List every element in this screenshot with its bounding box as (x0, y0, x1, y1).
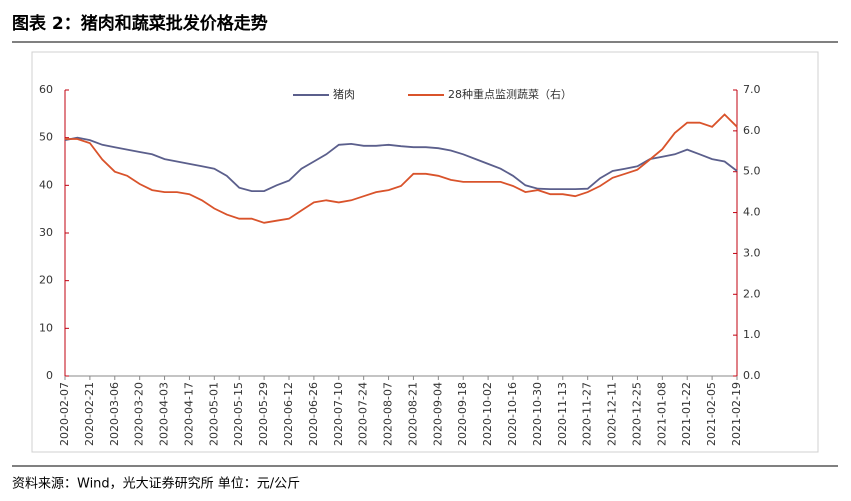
x-tick-label: 2020-05-15 (232, 382, 245, 446)
x-tick-label: 2021-01-08 (655, 382, 668, 446)
y2-tick-label: 7.0 (743, 83, 761, 96)
x-tick-label: 2021-02-05 (705, 382, 718, 446)
series-line (65, 113, 738, 224)
y-tick-label: 40 (39, 178, 53, 191)
chart-title: 图表 2：猪肉和蔬菜批发价格走势 (12, 13, 268, 34)
y2-tick-label: 4.0 (743, 206, 761, 219)
y2-tick-label: 2.0 (743, 287, 761, 300)
x-tick-label: 2020-10-02 (481, 382, 494, 446)
x-tick-label: 2020-10-30 (531, 382, 544, 446)
x-tick-label: 2020-12-25 (630, 382, 643, 446)
chart-frame (31, 51, 819, 453)
y-tick-label: 10 (39, 321, 53, 334)
y-tick-label: 50 (39, 131, 53, 144)
y-tick-label: 20 (39, 274, 53, 287)
x-tick-label: 2020-11-27 (581, 382, 594, 446)
x-tick-label: 2020-03-06 (108, 382, 121, 446)
legend-label: 猪肉 (333, 88, 355, 101)
x-tick-label: 2020-04-03 (158, 382, 171, 446)
x-tick-label: 2020-06-26 (307, 382, 320, 446)
y2-tick-label: 6.0 (743, 124, 761, 137)
legend-label: 28种重点监测蔬菜（右） (448, 87, 572, 101)
x-tick-label: 2020-09-04 (431, 382, 444, 446)
y2-tick-label: 5.0 (743, 165, 761, 178)
x-tick-label: 2020-02-07 (58, 382, 71, 446)
y2-tick-label: 1.0 (743, 328, 761, 341)
x-tick-label: 2020-10-16 (506, 382, 519, 446)
source: 资料来源：Wind，光大证券研究所 单位：元/公斤 (12, 476, 300, 492)
x-tick-label: 2020-08-21 (406, 382, 419, 446)
x-tick-label: 2020-04-17 (182, 382, 195, 446)
y-tick-label: 30 (39, 226, 53, 239)
y-tick-label: 60 (39, 83, 53, 96)
x-tick-label: 2020-07-10 (332, 382, 345, 446)
x-tick-label: 2020-05-01 (207, 382, 220, 446)
x-tick-label: 2020-07-24 (357, 382, 370, 446)
x-tick-label: 2020-12-11 (606, 382, 619, 446)
x-tick-label: 2020-09-18 (456, 382, 469, 446)
x-tick-label: 2020-02-21 (83, 382, 96, 446)
series-line (64, 136, 738, 192)
x-tick-label: 2020-06-12 (282, 382, 295, 446)
y2-tick-label: 3.0 (743, 246, 761, 259)
x-tick-label: 2020-05-29 (257, 382, 270, 446)
y-tick-label: 0 (46, 369, 53, 382)
x-tick-label: 2020-03-20 (133, 382, 146, 446)
x-tick-label: 2020-08-07 (382, 382, 395, 446)
x-tick-label: 2021-01-22 (680, 382, 693, 446)
x-tick-label: 2021-02-19 (730, 382, 743, 446)
y2-tick-label: 0.0 (743, 369, 761, 382)
x-tick-label: 2020-11-13 (556, 382, 569, 446)
